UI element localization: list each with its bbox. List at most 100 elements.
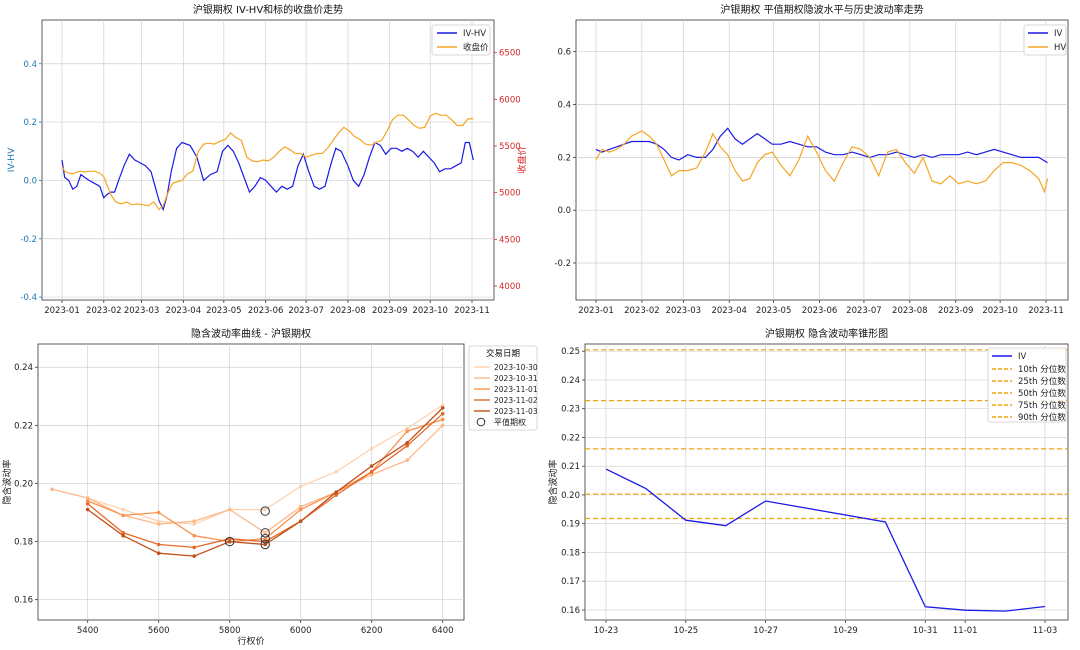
data-point [192, 545, 196, 550]
data-point [50, 487, 54, 492]
legend-label: HV [1054, 43, 1066, 53]
y-tick-label: 0.18 [561, 548, 580, 558]
data-point [440, 403, 445, 407]
x-tick-label: 2023-07 [288, 306, 324, 316]
x-tick-label: 10-23 [594, 626, 619, 636]
y2-tick-label: 4500 [499, 235, 521, 245]
y2-tick-label: 6000 [499, 95, 521, 105]
x-tick-label: 2023-09 [372, 306, 408, 316]
x-tick-label: 6400 [432, 626, 454, 636]
y-tick-label: 0.0 [23, 176, 37, 186]
data-point [405, 443, 410, 448]
legend-label: 2023-11-03 [494, 407, 538, 416]
x-tick-label: 10-31 [913, 626, 938, 636]
legend [987, 347, 1067, 423]
data-point [121, 513, 125, 518]
y-axis-label: 隐含波动率 [1, 459, 13, 504]
y2-axis-label: 收盘价 [516, 146, 528, 173]
y-tick-label: 0.18 [14, 538, 33, 548]
data-point [192, 533, 196, 538]
x-tick-label: 2023-10 [982, 306, 1018, 316]
data-point [334, 493, 339, 497]
y-tick-label: -0.4 [20, 293, 37, 303]
legend-label: 50th 分位数 [1018, 388, 1066, 399]
y2-tick-label: 5500 [499, 142, 521, 152]
x-tick-label: 2023-09 [938, 306, 974, 316]
legend-swatch [476, 417, 486, 427]
plot-area [584, 343, 1069, 621]
x-tick-label: 2023-08 [892, 306, 928, 316]
x-tick-label: 2023-06 [248, 306, 284, 316]
chart-title: 隐含波动率曲线 - 沪银期权 [191, 327, 311, 340]
x-tick-label: 6200 [361, 626, 383, 636]
data-point [405, 426, 410, 431]
y-tick-label: 0.2 [557, 153, 571, 163]
data-point [298, 519, 303, 523]
data-point [85, 507, 90, 512]
x-tick-label: 2023-04 [166, 306, 202, 316]
y-tick-label: 0.24 [561, 376, 580, 386]
x-tick-label: 6000 [290, 626, 312, 636]
data-point [369, 470, 374, 474]
legend-label: IV [1018, 352, 1027, 362]
data-point [263, 542, 268, 547]
x-tick-label: 2023-01 [44, 306, 80, 316]
x-tick-label: 2023-11 [454, 306, 490, 316]
plot-area [37, 343, 465, 621]
x-tick-label: 2023-04 [711, 306, 747, 316]
y-tick-label: 0.4 [23, 60, 37, 70]
chart-iv-hv-close: 2023-01 2023-02 2023-03 2023-04 2023-05 2023-… [7, 3, 528, 316]
data-point [121, 533, 125, 538]
data-point [227, 539, 232, 544]
atm-marker [260, 539, 270, 550]
x-tick-label: 2023-06 [802, 306, 838, 316]
x-axis-label: 行权价 [237, 635, 264, 646]
data-point [298, 507, 303, 512]
data-point [192, 554, 196, 558]
data-point [440, 411, 445, 416]
chart-title: 沪银期权 隐含波动率锥形图 [765, 327, 888, 340]
y-tick-label: 0.22 [561, 433, 580, 443]
data-point [121, 507, 125, 512]
atm-marker [260, 506, 270, 516]
chart-atm-iv-vs-hv: 2023-01 2023-02 2023-03 2023-04 2023-05 2023-… [554, 3, 1069, 316]
chart-iv-cone: 10-23 10-25 10-27 10-29 10-31 11-01 11-03 0.25 0… [547, 327, 1069, 636]
x-tick-label: 11-01 [953, 626, 978, 636]
legend-label: 10th 分位数 [1018, 364, 1066, 375]
chart-title: 沪银期权 IV-HV和标的收盘价走势 [193, 3, 343, 16]
x-tick-label: 5800 [219, 626, 241, 636]
legend-label: 75th 分位数 [1018, 400, 1066, 411]
legend-label: 2023-10-30 [494, 363, 538, 372]
y-tick-label: 0.20 [561, 491, 580, 501]
x-tick-label: 10-29 [833, 626, 858, 636]
plot-area [41, 19, 495, 301]
series-line [87, 413, 444, 549]
x-tick-label: 2023-03 [666, 306, 702, 316]
x-tick-label: 11-03 [1033, 626, 1058, 636]
y-tick-label: 0.16 [561, 606, 580, 616]
legend-label: 2023-11-02 [494, 396, 538, 405]
y-tick-label: 0.19 [561, 520, 580, 530]
x-tick-label: 2023-11 [1028, 306, 1064, 316]
legend-label: 平值期权 [494, 417, 526, 427]
atm-marker [260, 534, 270, 544]
legend-label: 收盘价 [463, 42, 489, 53]
data-point [405, 429, 410, 434]
legend-label: 90th 分位数 [1018, 412, 1066, 423]
x-tick-label: 2023-08 [330, 306, 366, 316]
data-point [298, 504, 303, 509]
x-tick-label: 2023-05 [206, 306, 242, 316]
y-tick-label: -0.2 [20, 235, 37, 245]
data-point [263, 531, 268, 535]
y-tick-label: 0.22 [14, 421, 33, 431]
legend-label: 25th 分位数 [1018, 376, 1066, 387]
data-point [440, 423, 445, 428]
x-tick-label: 2023-02 [624, 306, 660, 316]
y-tick-label: 0.4 [557, 101, 571, 111]
x-tick-label: 10-25 [673, 626, 698, 636]
x-tick-label: 5400 [77, 626, 99, 636]
x-tick-label: 2023-10 [412, 306, 448, 316]
data-point [440, 417, 445, 422]
data-point [263, 536, 268, 541]
